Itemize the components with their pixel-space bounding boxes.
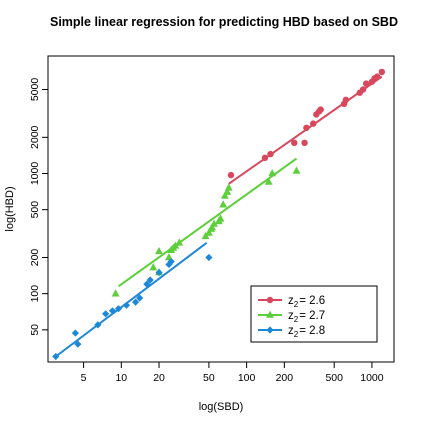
data-point: [378, 68, 386, 76]
x-tick-label: 500: [325, 372, 343, 384]
legend-label-value: = 2.6: [299, 295, 325, 307]
data-point: [373, 73, 381, 80]
series-0: [227, 68, 386, 185]
data-point: [227, 171, 235, 179]
chart-title: Simple linear regression for predicting …: [50, 15, 398, 29]
y-tick-label: 200: [29, 249, 41, 267]
data-point: [111, 289, 120, 297]
data-point: [74, 340, 82, 348]
data-point: [291, 139, 298, 147]
data-point: [219, 200, 228, 208]
data-point: [317, 106, 324, 113]
data-point: [94, 321, 102, 329]
series-2: [52, 242, 213, 361]
x-tick-label: 100: [238, 372, 256, 384]
legend-label: z2= 2.6: [288, 295, 325, 309]
x-tick-label: 1000: [360, 372, 384, 384]
legend-label-variable: z: [288, 295, 294, 307]
data-point: [52, 352, 60, 361]
data-point: [146, 276, 154, 284]
y-tick-label: 50: [29, 324, 41, 336]
x-tick-label: 5: [81, 372, 87, 384]
y-tick-label: 1000: [29, 162, 41, 186]
data-point: [362, 80, 370, 87]
data-point: [224, 183, 233, 191]
y-tick-label: 500: [29, 201, 41, 219]
data-point: [149, 263, 158, 271]
x-tick-label: 200: [276, 372, 294, 384]
data-point: [223, 187, 232, 195]
legend-label-subscript: 2: [294, 330, 299, 339]
legend-label-subscript: 2: [294, 315, 299, 324]
y-axis: 50 100 200 500 1000 2000 5000: [29, 78, 48, 336]
data-point: [171, 241, 180, 249]
x-tick-label: 50: [203, 372, 215, 384]
y-tick-label: 100: [29, 285, 41, 303]
regression-line: [117, 157, 298, 288]
y-tick-label: 5000: [29, 78, 41, 102]
data-point: [114, 305, 123, 313]
data-point: [359, 86, 367, 93]
data-point: [264, 177, 273, 185]
series-1: [111, 157, 301, 297]
x-tick-label: 10: [115, 372, 127, 384]
data-point: [310, 120, 317, 127]
legend-item: z2= 2.6: [258, 295, 325, 309]
regression-line: [55, 242, 208, 358]
data-point: [220, 191, 229, 199]
legend-marker: [266, 326, 274, 334]
legend-item: z2= 2.8: [258, 325, 325, 339]
data-point: [342, 96, 350, 104]
data-point: [267, 150, 274, 158]
data-point: [131, 298, 140, 306]
legend-label-value: = 2.7: [299, 310, 325, 322]
data-point: [205, 253, 213, 262]
data-point: [292, 166, 301, 174]
data-point: [210, 219, 218, 227]
data-point: [175, 238, 184, 246]
plot-frame: [47, 55, 395, 363]
data-point: [155, 268, 163, 277]
legend-label-subscript: 2: [294, 300, 299, 309]
data-point: [167, 257, 175, 266]
y-tick-label: 2000: [29, 125, 41, 149]
legend-label: z2= 2.8: [288, 325, 325, 339]
legend: z2= 2.6z2= 2.7z2= 2.8: [250, 285, 378, 343]
legend-label: z2= 2.7: [288, 310, 325, 324]
x-tick-label: 20: [153, 372, 165, 384]
y-axis-label: log(HBD): [4, 186, 16, 231]
data-point: [204, 228, 213, 236]
data-point: [216, 214, 225, 222]
legend-label-value: = 2.8: [299, 325, 325, 337]
legend-item: z2= 2.7: [258, 310, 325, 324]
data-point: [303, 124, 310, 132]
data-point: [261, 154, 269, 162]
data-point: [71, 329, 79, 337]
legend-marker: [266, 296, 274, 304]
legend-label-variable: z: [288, 310, 294, 322]
x-axis-label: log(SBD): [199, 401, 244, 413]
data-point: [136, 294, 144, 302]
data-point: [102, 310, 110, 318]
legend-marker: [266, 310, 274, 318]
data-point: [155, 246, 163, 255]
data-point: [122, 301, 131, 309]
data-point: [301, 139, 308, 147]
data-point: [268, 169, 277, 177]
plot-area: [52, 68, 386, 361]
legend-label-variable: z: [288, 325, 294, 337]
data-point: [143, 280, 151, 288]
data-point: [108, 307, 117, 315]
x-axis: 5 10 20 50 100 200 500 1000: [81, 362, 384, 384]
